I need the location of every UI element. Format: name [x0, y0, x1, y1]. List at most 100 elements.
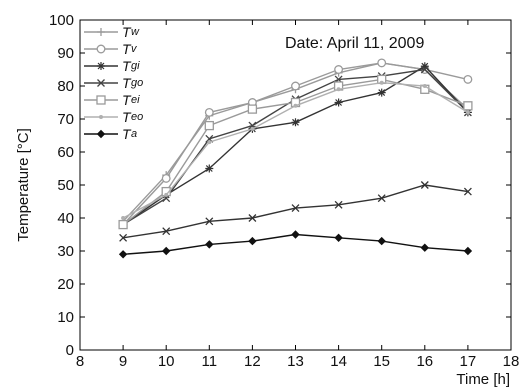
data-point — [336, 87, 341, 92]
data-point — [420, 181, 429, 189]
series-a — [118, 230, 473, 259]
y-tick-label: 30 — [57, 243, 74, 260]
data-point — [162, 227, 171, 236]
legend-marker — [96, 129, 106, 139]
legend-marker — [99, 115, 103, 119]
data-point — [377, 88, 386, 97]
data-point — [420, 65, 429, 74]
y-tick-label: 80 — [57, 78, 74, 95]
data-point — [377, 236, 386, 246]
data-point — [291, 81, 300, 91]
series-ei — [118, 74, 473, 230]
data-point — [334, 98, 343, 107]
axis-ticks: 8 9 10 11 12 13 14 15 16 17 18 0 10 20 30 40 50 60 70 80 90 1… — [49, 12, 519, 370]
data-point — [291, 230, 300, 239]
data-point — [247, 104, 258, 114]
x-tick-label: 13 — [287, 353, 304, 370]
y-tick-label: 100 — [49, 12, 74, 29]
x-tick-label: 15 — [373, 353, 390, 370]
data-point — [379, 80, 384, 85]
legend-sublabel: ei — [131, 94, 140, 106]
legend-sublabel: eo — [131, 111, 143, 123]
y-axis-label: Temperature [°C] — [15, 128, 32, 242]
y-tick-label: 60 — [57, 144, 74, 161]
x-tick-label: 11 — [202, 353, 218, 370]
legend-label: T — [122, 109, 132, 125]
legend-sublabel: go — [131, 77, 143, 89]
series-unlabeled — [119, 181, 472, 242]
data-point — [161, 246, 171, 256]
y-tick-label: 10 — [57, 309, 74, 326]
data-point — [422, 84, 427, 88]
x-tick-label: 14 — [330, 353, 347, 370]
y-tick-label: 70 — [57, 111, 74, 128]
y-tick-label: 90 — [57, 45, 74, 62]
data-point — [205, 217, 214, 226]
legend-label: T — [122, 24, 132, 40]
x-tick-label: 8 — [76, 353, 84, 370]
data-point — [204, 107, 214, 117]
legend-sublabel: gi — [131, 60, 140, 72]
y-tick-label: 50 — [57, 177, 74, 194]
legend-label: T — [122, 126, 132, 142]
x-tick-label: 16 — [416, 353, 433, 370]
legend-label: T — [122, 58, 132, 74]
data-point — [377, 194, 386, 203]
data-point — [463, 74, 473, 84]
x-tick-label: 17 — [460, 353, 477, 370]
data-point — [205, 240, 214, 249]
x-tick-label: 18 — [503, 353, 520, 370]
x-tick-label: 12 — [244, 353, 261, 370]
series-eo — [121, 80, 470, 220]
series-layer — [118, 58, 473, 259]
data-point — [334, 65, 344, 74]
legend-sublabel: a — [131, 128, 137, 140]
data-point — [463, 187, 472, 196]
data-point — [291, 118, 300, 127]
data-point — [207, 140, 212, 145]
legend-marker — [96, 95, 106, 105]
data-point — [463, 101, 473, 111]
legend-marker — [97, 79, 105, 87]
data-point — [465, 110, 470, 115]
y-tick-label: 0 — [66, 342, 74, 359]
data-point — [420, 243, 430, 252]
data-point — [118, 250, 128, 259]
x-axis-label: Time [h] — [456, 371, 510, 388]
data-point — [119, 233, 128, 242]
data-point — [248, 236, 257, 246]
data-point — [291, 204, 300, 213]
legend-marker — [97, 28, 105, 36]
y-tick-label: 40 — [57, 210, 74, 227]
data-point — [334, 233, 343, 243]
legend-sublabel: w — [131, 26, 140, 38]
data-point — [118, 219, 128, 230]
legend-sublabel: v — [131, 43, 138, 55]
data-point — [250, 126, 255, 131]
data-point — [248, 214, 257, 222]
data-point — [205, 164, 214, 173]
data-point — [463, 246, 473, 256]
legend-marker — [96, 44, 106, 54]
data-point — [377, 58, 387, 68]
data-point — [420, 62, 429, 71]
data-point — [334, 200, 343, 209]
data-point — [164, 192, 169, 197]
x-tick-label: 9 — [119, 353, 127, 370]
legend-label: T — [122, 92, 132, 108]
plot-area — [79, 19, 512, 351]
data-point — [161, 173, 171, 183]
legend-label: T — [122, 41, 132, 57]
legend-label: T — [122, 75, 132, 91]
legend-marker — [97, 62, 105, 70]
data-point — [204, 120, 214, 131]
date-annotation: Date: April 11, 2009 — [285, 35, 424, 52]
